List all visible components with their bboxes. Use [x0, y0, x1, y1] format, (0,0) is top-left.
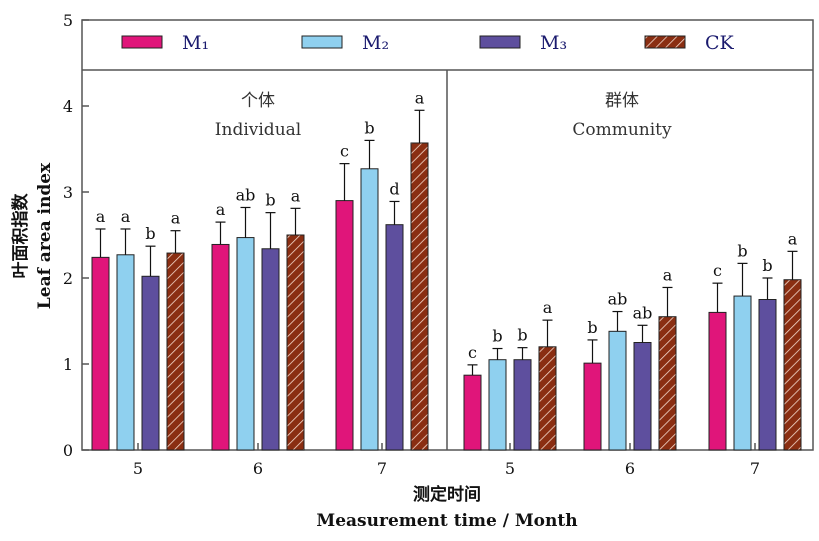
- y-axis: 0 1 2 3 4 5: [63, 11, 89, 460]
- bar: [583, 362, 602, 451]
- bar: [463, 374, 482, 451]
- y-tick-label: 5: [63, 11, 73, 30]
- significance-label: ab: [608, 290, 628, 309]
- significance-label: a: [96, 207, 106, 226]
- significance-label: c: [340, 142, 349, 161]
- significance-label: a: [788, 229, 798, 248]
- bar: [211, 243, 230, 451]
- significance-label: b: [737, 241, 747, 260]
- bar: [708, 311, 727, 451]
- significance-label: d: [389, 179, 399, 198]
- significance-label: a: [216, 200, 226, 219]
- bar: [261, 248, 280, 451]
- significance-label: b: [492, 327, 502, 346]
- bar: [783, 279, 802, 451]
- bar: [758, 299, 777, 451]
- bar: [608, 330, 627, 451]
- x-tick-label: 5: [505, 459, 515, 478]
- panel-title-en: Community: [572, 120, 672, 140]
- legend-label: M₃: [540, 32, 567, 54]
- bar: [733, 295, 752, 451]
- y-tick-label: 2: [63, 269, 73, 288]
- x-tick-label: 6: [625, 459, 635, 478]
- bar: [91, 256, 110, 451]
- legend-swatch: [301, 35, 343, 49]
- significance-label: b: [145, 224, 155, 243]
- y-tick-label: 4: [63, 97, 73, 116]
- panel-titles: 个体 Individual 群体 Community: [215, 91, 672, 140]
- bar: [335, 200, 354, 451]
- significance-label: c: [713, 261, 722, 280]
- y-tick-label: 3: [63, 183, 73, 202]
- y-axis-label-en: Leaf area index: [35, 162, 55, 309]
- significance-label: a: [663, 265, 673, 284]
- bar: [658, 316, 677, 451]
- significance-label: a: [171, 209, 181, 228]
- x-tick-label: 7: [750, 459, 760, 478]
- significance-label: c: [468, 343, 477, 362]
- bar: [141, 275, 160, 451]
- x-axis-label-en: Measurement time / Month: [316, 511, 577, 531]
- legend-swatch: [121, 35, 163, 49]
- y-tick-label: 0: [63, 441, 73, 460]
- significance-label: ab: [633, 303, 653, 322]
- y-tick-label: 1: [63, 355, 73, 374]
- significance-label: a: [121, 207, 131, 226]
- x-tick-label: 6: [253, 459, 263, 478]
- bar: [488, 359, 507, 451]
- bar: [360, 168, 379, 451]
- y-axis-label-cn: 叶面积指数: [10, 193, 31, 279]
- bar: [236, 237, 255, 451]
- significance-label: b: [587, 318, 597, 337]
- x-axis: 5 6 7 5 6 7: [133, 443, 760, 478]
- x-tick-label: 7: [377, 459, 387, 478]
- significance-label: a: [291, 186, 301, 205]
- legend-swatch: [644, 35, 686, 49]
- significance-label: b: [364, 118, 374, 137]
- bar: [633, 342, 652, 451]
- legend-label: CK: [705, 32, 735, 54]
- bar: [538, 346, 557, 451]
- bar: [116, 254, 135, 451]
- x-tick-label: 5: [133, 459, 143, 478]
- significance-label: a: [415, 88, 425, 107]
- bar: [410, 142, 429, 451]
- panel-title-cn: 个体: [241, 91, 275, 111]
- bar: [385, 224, 404, 451]
- legend: M₁ M₂ M₃ CK: [121, 32, 735, 54]
- legend-label: M₂: [362, 32, 389, 54]
- significance-label: b: [762, 256, 772, 275]
- x-axis-label-cn: 测定时间: [413, 484, 481, 505]
- bar: [166, 252, 185, 451]
- panel-title-en: Individual: [215, 120, 301, 140]
- significance-label: a: [543, 298, 553, 317]
- bar: [286, 234, 305, 451]
- significance-label: ab: [236, 185, 256, 204]
- legend-swatch: [479, 35, 521, 49]
- bar: [513, 359, 532, 451]
- significance-label: b: [265, 191, 275, 210]
- significance-label: b: [517, 326, 527, 345]
- panel-title-cn: 群体: [605, 91, 639, 111]
- legend-label: M₁: [182, 32, 209, 54]
